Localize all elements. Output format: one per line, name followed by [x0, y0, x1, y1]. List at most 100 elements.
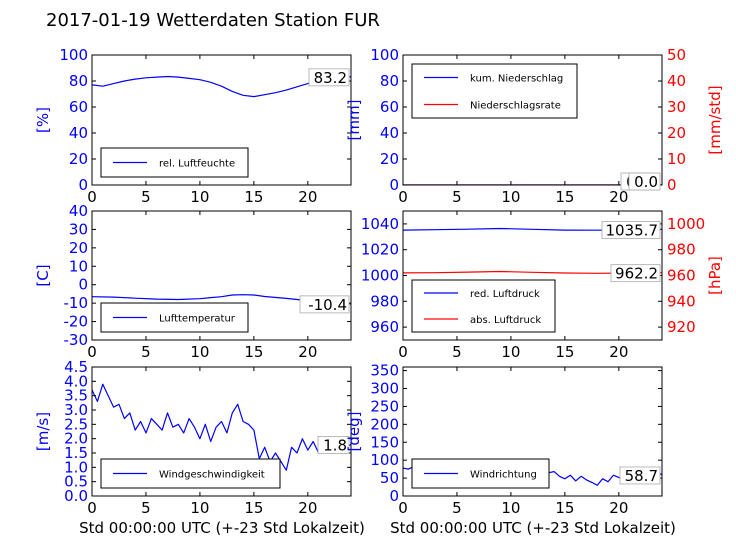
pressure-ytick-right-label: 980: [667, 241, 696, 259]
windspeed-annotation: 1.8: [323, 436, 347, 454]
winddir-legend-label: Windrichtung: [470, 470, 537, 481]
figure: 2017-01-19 Wetterdaten Station FUR Std …: [0, 0, 736, 552]
temperature-ytick-label: 40: [69, 202, 88, 220]
temperature-legend-label: Lufttemperatur: [159, 314, 236, 325]
pressure-legend-label: red. Luftdruck: [470, 289, 540, 300]
x-axis-label-right: Std 00:00:00 UTC (+-23 Std Lokalzeit): [390, 519, 676, 537]
precip-annotation: 0.0: [634, 173, 658, 191]
pressure-legend-label: abs. Luftdruck: [470, 315, 541, 326]
winddir-xtick-label: 0: [398, 499, 408, 517]
temperature-ytick-label: 30: [69, 220, 88, 238]
winddir-ytick-label: 200: [370, 415, 399, 433]
precip-xtick-label: 15: [555, 188, 574, 206]
windspeed-legend-label: Windgeschwindigkeit: [159, 470, 265, 481]
weather-figure: 2017-01-19 Wetterdaten Station FUR Std …: [0, 0, 736, 552]
humidity-ytick-label: 60: [69, 98, 88, 116]
winddir-ylabel: [deg]: [345, 412, 363, 452]
temperature-xtick-label: 15: [244, 343, 263, 361]
winddir-ytick-label: 100: [370, 451, 399, 469]
temperature-ytick-label: 20: [69, 239, 88, 257]
pressure-xtick-label: 0: [398, 343, 408, 361]
winddir-xtick-label: 10: [501, 499, 520, 517]
temperature-xtick-label: 0: [87, 343, 97, 361]
winddir-xtick-label: 20: [609, 499, 628, 517]
precip-ytick-label: 80: [380, 72, 399, 90]
temperature-ylabel: [C]: [34, 264, 52, 286]
precip-legend-label: kum. Niederschlag: [470, 74, 563, 85]
pressure-xtick-label: 15: [555, 343, 574, 361]
humidity-ytick-label: 100: [59, 46, 88, 64]
winddir-annotation: 58.7: [625, 467, 658, 485]
temperature-ytick-label: -20: [64, 313, 89, 331]
humidity-xtick-label: 15: [244, 188, 263, 206]
winddir-panel: 0 5 10 15 20050100150200250300350[deg]58.7Wi…: [345, 362, 662, 517]
humidity-panel: 0 5 10 15 20 0 20 40 60 80 100 [%] 83.2 rel. Luftfeuc…: [34, 46, 351, 206]
temperature-panel: 0 5 10 15 20-30-20-10010203040[C]-10.4Luftte…: [34, 202, 351, 361]
precip-ytick-right-label: 30: [667, 98, 686, 116]
windspeed-ytick-label: 4.5: [64, 358, 88, 376]
humidity-ylabel: [%]: [34, 107, 52, 133]
windspeed-xtick-label: 10: [190, 499, 209, 517]
humidity-xtick-label: 20: [298, 188, 317, 206]
humidity-xtick-label: 5: [141, 188, 151, 206]
humidity-ytick-label: 0: [78, 176, 88, 194]
windspeed-xtick-label: 5: [141, 499, 151, 517]
winddir-ytick-label: 350: [370, 362, 399, 380]
temperature-ytick-label: 10: [69, 257, 88, 275]
precip-legend-label: Niederschlagsrate: [470, 101, 561, 112]
precip-ytick-label: 0: [389, 176, 399, 194]
figure-title: 2017-01-19 Wetterdaten Station FUR: [46, 10, 380, 31]
temperature-xtick-label: 5: [141, 343, 151, 361]
winddir-xtick-label: 15: [555, 499, 574, 517]
winddir-ytick-label: 50: [380, 469, 399, 487]
temperature-xtick-label: 10: [190, 343, 209, 361]
pressure-annotation: 962.2: [615, 265, 658, 283]
pressure-ytick-label: 1000: [361, 267, 399, 285]
winddir-ytick-label: 0: [389, 487, 399, 505]
pressure-ytick-label: 960: [370, 318, 399, 336]
precip-ytick-right-label: 0: [667, 176, 677, 194]
temperature-ytick-label: -10: [64, 294, 89, 312]
precip-ylabel: [mm]: [345, 100, 363, 141]
pressure-xtick-label: 5: [452, 343, 462, 361]
humidity-ytick-label: 40: [69, 124, 88, 142]
precip-ytick-label: 40: [380, 124, 399, 142]
precip-xtick-label: 5: [452, 188, 462, 206]
humidity-xtick-label: 10: [190, 188, 209, 206]
precip-ytick-label: 100: [370, 46, 399, 64]
winddir-ytick-label: 150: [370, 433, 399, 451]
windspeed-panel: 0 5 10 15 20 0.00.51.01.52.02.53.03.54.04.5 [m…: [34, 358, 351, 517]
precip-ytick-right-label: 20: [667, 124, 686, 142]
humidity-ytick-label: 20: [69, 150, 88, 168]
windspeed-ylabel: [m/s]: [34, 412, 52, 451]
pressure-ytick-label: 980: [370, 292, 399, 310]
winddir-ytick-label: 250: [370, 397, 399, 415]
x-axis-label-left: Std 00:00:00 UTC (+-23 Std Lokalzeit): [79, 519, 365, 537]
precip-ylabel-right: [mm/std]: [706, 85, 724, 154]
precip-xtick-label: 0: [398, 188, 408, 206]
precip-ytick-right-label: 40: [667, 72, 686, 90]
precip-xtick-label: 10: [501, 188, 520, 206]
pressure-ylabel-right: [hPa]: [706, 256, 724, 295]
precip-panel: 0 5 10 15 20 0 20 40 60 80 100 0 10 20 30 40 50 [mm] [mm/s…: [345, 46, 724, 206]
pressure-xtick-label: 20: [609, 343, 628, 361]
precip-ytick-label: 60: [380, 98, 399, 116]
temperature-ytick-label: 0: [78, 276, 88, 294]
temperature-xtick-label: 20: [298, 343, 317, 361]
winddir-ytick-label: 300: [370, 380, 399, 398]
precip-ytick-label: 20: [380, 150, 399, 168]
windspeed-xtick-label: 0: [87, 499, 97, 517]
pressure-panel: 0 5 10 15 20 960 980 1000 1020 1040 920 940 960 980 10…: [361, 211, 724, 361]
precip-ytick-right-label: 50: [667, 46, 686, 64]
pressure-xtick-label: 10: [501, 343, 520, 361]
temperature-annotation: -10.4: [308, 296, 347, 314]
pressure-ytick-label: 1040: [361, 215, 399, 233]
pressure-ytick-right-label: 940: [667, 292, 696, 310]
pressure-annotation: 1035.7: [606, 221, 659, 239]
windspeed-xtick-label: 15: [244, 499, 263, 517]
windspeed-series-0-line: [92, 384, 351, 470]
pressure-ytick-right-label: 1000: [667, 215, 705, 233]
humidity-xtick-label: 0: [87, 188, 97, 206]
humidity-ytick-label: 80: [69, 72, 88, 90]
pressure-ytick-right-label: 920: [667, 318, 696, 336]
